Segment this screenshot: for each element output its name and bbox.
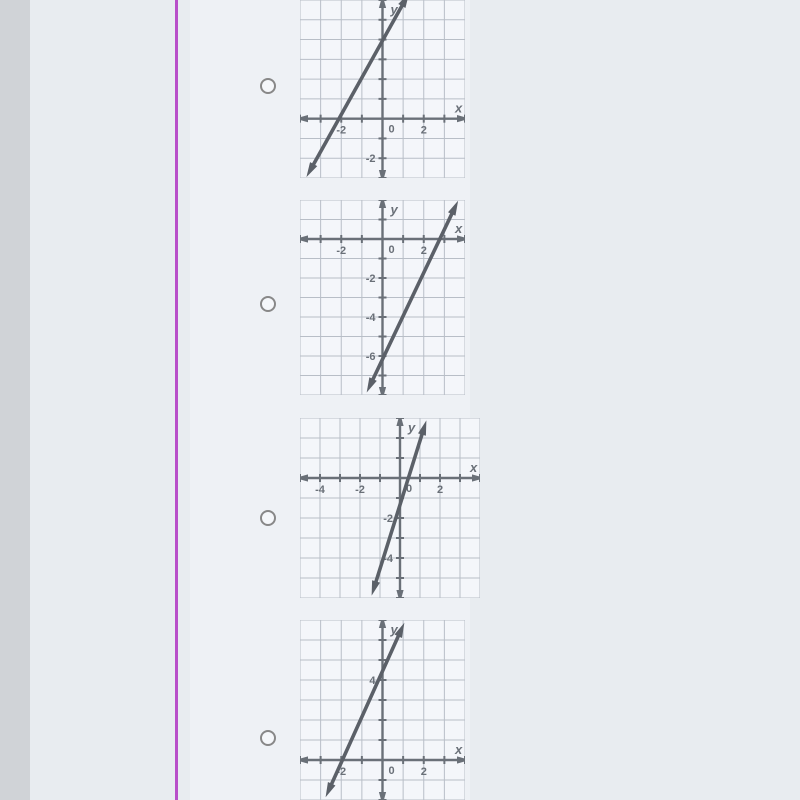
svg-text:2: 2 [437, 484, 443, 496]
svg-text:2: 2 [421, 766, 427, 778]
graph-option-3: -4-22-2-40xy [300, 418, 480, 598]
svg-text:-2: -2 [355, 484, 365, 496]
svg-text:-4: -4 [366, 312, 377, 324]
graph-option-1: -22-20xy [300, 0, 465, 178]
svg-text:-2: -2 [383, 513, 393, 525]
option-radio-2[interactable] [260, 296, 276, 312]
divider-line [175, 0, 178, 800]
svg-text:x: x [454, 221, 463, 236]
scrollbar-track[interactable] [0, 0, 30, 800]
svg-text:y: y [407, 420, 416, 435]
svg-text:2: 2 [421, 125, 427, 137]
graph-option-2: -2 2 -2 -4 -6 0 x y [300, 200, 465, 395]
svg-text:0: 0 [389, 765, 395, 777]
graph-option-4: -2240xy [300, 620, 465, 800]
svg-text:-2: -2 [336, 245, 346, 257]
svg-text:-4: -4 [315, 484, 326, 496]
option-radio-1[interactable] [260, 78, 276, 94]
svg-text:-2: -2 [366, 153, 376, 165]
option-radio-4[interactable] [260, 730, 276, 746]
svg-text:0: 0 [389, 244, 395, 256]
svg-text:x: x [454, 101, 463, 116]
svg-text:-2: -2 [336, 125, 346, 137]
option-radio-3[interactable] [260, 510, 276, 526]
svg-text:x: x [469, 460, 478, 475]
svg-text:x: x [454, 742, 463, 757]
svg-text:0: 0 [389, 124, 395, 136]
svg-text:-6: -6 [366, 351, 376, 363]
svg-text:y: y [390, 202, 399, 217]
screenshot-region: -22-20xy-22-2-4-60xy-4-22-2-40xy-2240xy [0, 0, 800, 800]
svg-text:-2: -2 [366, 273, 376, 285]
svg-text:2: 2 [421, 245, 427, 257]
